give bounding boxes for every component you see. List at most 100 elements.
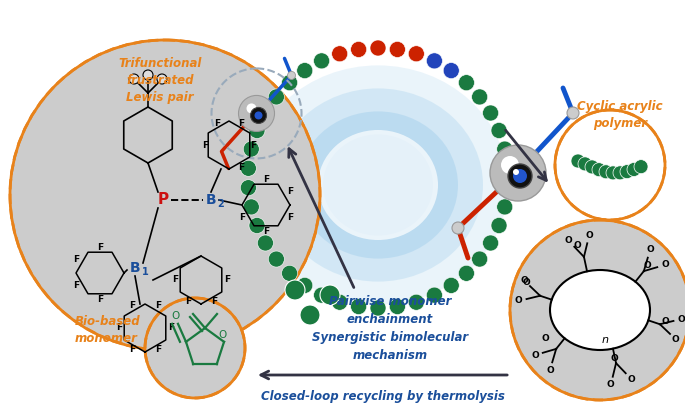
Circle shape	[452, 222, 464, 234]
Text: P: P	[158, 193, 169, 208]
Text: Trifunctional
frustrated
Lewis pair: Trifunctional frustrated Lewis pair	[119, 57, 201, 104]
Text: F: F	[211, 297, 217, 306]
Circle shape	[499, 160, 516, 176]
Text: O: O	[627, 375, 635, 384]
Circle shape	[599, 165, 613, 179]
Text: O: O	[661, 260, 669, 269]
Circle shape	[243, 141, 259, 157]
Text: F: F	[155, 302, 161, 310]
Text: O: O	[677, 315, 685, 324]
Circle shape	[351, 42, 366, 58]
Text: 2: 2	[218, 199, 225, 209]
Text: F: F	[202, 140, 208, 149]
Text: O: O	[672, 335, 680, 344]
Text: F: F	[116, 324, 122, 333]
Text: F: F	[214, 118, 220, 127]
Text: Cyclic acrylic
polymer: Cyclic acrylic polymer	[577, 100, 663, 130]
Circle shape	[269, 89, 284, 105]
Text: F: F	[287, 213, 293, 222]
Text: F: F	[172, 275, 178, 284]
Text: O: O	[541, 335, 549, 344]
Circle shape	[620, 165, 634, 179]
Text: F: F	[97, 295, 103, 304]
Circle shape	[297, 62, 313, 79]
Circle shape	[497, 199, 513, 215]
Circle shape	[483, 105, 499, 121]
Text: F: F	[73, 255, 79, 264]
Circle shape	[606, 166, 620, 180]
Circle shape	[389, 299, 406, 315]
Circle shape	[285, 280, 305, 300]
Circle shape	[458, 265, 475, 281]
Text: O: O	[662, 317, 669, 326]
Text: F: F	[224, 275, 230, 284]
Text: O: O	[523, 278, 530, 287]
Circle shape	[314, 287, 329, 303]
Circle shape	[370, 40, 386, 56]
Circle shape	[157, 74, 167, 84]
Circle shape	[497, 141, 513, 157]
Circle shape	[332, 46, 348, 62]
Ellipse shape	[298, 111, 458, 259]
Circle shape	[513, 169, 519, 175]
Circle shape	[571, 154, 585, 168]
Circle shape	[501, 156, 519, 174]
Circle shape	[585, 160, 599, 174]
Text: O: O	[531, 350, 539, 359]
Text: O: O	[565, 237, 573, 246]
Circle shape	[472, 251, 488, 267]
Circle shape	[300, 305, 320, 325]
Circle shape	[458, 75, 475, 91]
Text: Pairwise monomer
enchainment
Synergistic bimolecular
mechanism: Pairwise monomer enchainment Synergistic…	[312, 295, 468, 362]
Text: O: O	[172, 311, 180, 321]
Circle shape	[627, 162, 641, 177]
Text: F: F	[185, 297, 191, 306]
Text: O: O	[515, 297, 523, 306]
Circle shape	[592, 163, 606, 177]
Text: F: F	[238, 162, 244, 171]
Circle shape	[613, 166, 627, 180]
Circle shape	[288, 71, 295, 80]
Circle shape	[408, 294, 424, 310]
Text: F: F	[129, 302, 135, 310]
Text: O: O	[607, 380, 614, 389]
Circle shape	[370, 300, 386, 316]
Circle shape	[491, 217, 507, 233]
Circle shape	[426, 53, 443, 69]
Circle shape	[472, 89, 488, 105]
Text: O: O	[585, 231, 593, 240]
Text: F: F	[263, 175, 269, 184]
Text: F: F	[239, 213, 245, 222]
Text: O: O	[611, 354, 619, 363]
Circle shape	[314, 53, 329, 69]
Circle shape	[258, 235, 273, 251]
Circle shape	[247, 104, 256, 113]
Circle shape	[282, 75, 297, 91]
Ellipse shape	[550, 270, 650, 350]
Ellipse shape	[248, 65, 508, 305]
Circle shape	[249, 122, 265, 138]
Text: O: O	[219, 330, 227, 340]
Circle shape	[634, 160, 648, 174]
Circle shape	[483, 235, 499, 251]
Circle shape	[555, 110, 665, 220]
Circle shape	[513, 169, 527, 183]
Circle shape	[240, 160, 256, 176]
Circle shape	[426, 287, 443, 303]
Circle shape	[243, 199, 259, 215]
Text: F: F	[168, 324, 174, 333]
Circle shape	[282, 265, 297, 281]
Circle shape	[258, 105, 273, 121]
Text: Bio-based
monomer: Bio-based monomer	[75, 315, 140, 345]
Circle shape	[240, 180, 256, 196]
Circle shape	[10, 40, 320, 350]
Circle shape	[408, 46, 424, 62]
Text: B: B	[129, 261, 140, 275]
Circle shape	[567, 107, 579, 119]
Text: O: O	[646, 246, 654, 255]
Circle shape	[443, 62, 459, 79]
Circle shape	[491, 122, 507, 138]
Circle shape	[508, 164, 532, 188]
Text: O: O	[546, 366, 554, 375]
Text: O: O	[643, 261, 651, 270]
